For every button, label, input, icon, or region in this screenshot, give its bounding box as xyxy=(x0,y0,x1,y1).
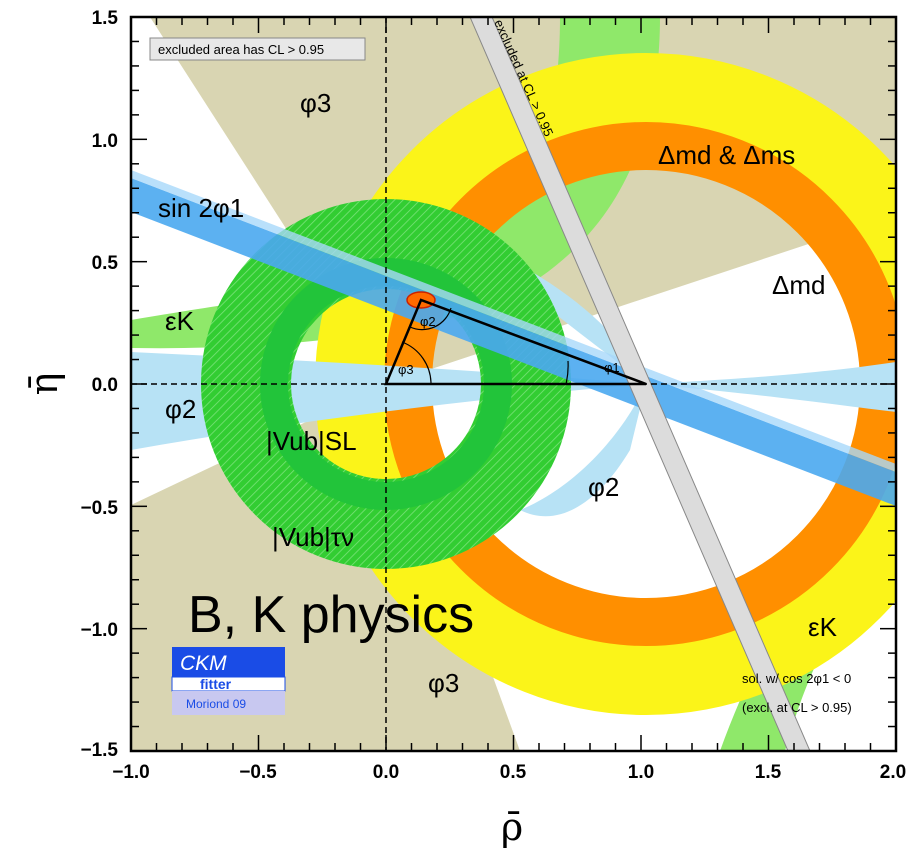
angle-label-phi3: φ3 xyxy=(398,362,414,377)
vub-sl-label: |Vub|SL xyxy=(266,426,357,456)
angle-arc-phi2 xyxy=(409,307,452,331)
legend-note-box xyxy=(149,37,366,61)
x-tick-labels: −1.0 −0.5 0.0 0.5 1.0 1.5 2.0 xyxy=(112,762,906,783)
y-tick-label: −1.0 xyxy=(80,620,118,641)
phi3-top-label: φ3 xyxy=(300,88,331,118)
phi3-bottom-label: φ3 xyxy=(428,668,459,698)
y-tick-label: 0.5 xyxy=(92,253,119,274)
x-tick-label: 2.0 xyxy=(880,762,906,783)
y-tick-label: −1.5 xyxy=(80,740,118,761)
y-tick-labels: 1.5 1.0 0.5 0.0 −0.5 −1.0 −1.5 xyxy=(80,8,118,761)
x-tick-label: 0.0 xyxy=(373,762,399,783)
epsK-right-label: εK xyxy=(808,612,838,642)
solution-note-line1: sol. w/ cos 2φ1 < 0 xyxy=(742,671,851,686)
angle-arc-phi1 xyxy=(565,360,569,385)
x-tick-label: 1.5 xyxy=(755,762,782,783)
logo-line1: CKM xyxy=(180,652,227,675)
phi2-region-right xyxy=(646,362,896,412)
y-tick-label: 0.0 xyxy=(92,375,118,396)
x-tick-label: 0.5 xyxy=(500,762,527,783)
x-tick-label: −1.0 xyxy=(112,762,150,783)
x-tick-label: −0.5 xyxy=(239,762,277,783)
angle-arc-phi3 xyxy=(401,341,432,385)
solution-note-line2: (excl. at CL > 0.95) xyxy=(742,700,852,715)
y-tick-label: −0.5 xyxy=(80,498,118,519)
y-tick-label: 1.0 xyxy=(92,131,118,152)
angle-label-phi2: φ2 xyxy=(420,314,436,329)
ckmfitter-logo: CKM fitter Moriond 09 xyxy=(171,647,286,715)
x-tick-label: 1.0 xyxy=(628,762,654,783)
y-axis-title: η̄ xyxy=(22,373,66,396)
phi2-right-label: φ2 xyxy=(588,472,619,502)
headline: B, K physics xyxy=(188,586,474,644)
logo-line2: fitter xyxy=(200,676,232,692)
dm-label: Δmd & Δms xyxy=(658,140,795,170)
phi2-region-lower xyxy=(520,384,646,517)
phi2-left-label: φ2 xyxy=(165,394,196,424)
legend-note: excluded area has CL > 0.95 xyxy=(158,42,324,57)
sin2phi1-band xyxy=(131,178,896,506)
logo-line3: Moriond 09 xyxy=(186,697,246,711)
axis-ticks xyxy=(130,16,897,752)
x-axis-title: ρ̄ xyxy=(501,805,523,849)
vub-taunu-label: |Vub|τν xyxy=(272,522,354,552)
angle-label-phi1: φ1 xyxy=(604,360,620,375)
epsK-left-label: εK xyxy=(165,306,195,336)
dmd-label: Δmd xyxy=(772,270,826,300)
y-tick-label: 1.5 xyxy=(92,8,119,29)
sin2phi1-label: sin 2φ1 xyxy=(158,193,244,223)
sin2phi1-band-light xyxy=(131,170,896,472)
